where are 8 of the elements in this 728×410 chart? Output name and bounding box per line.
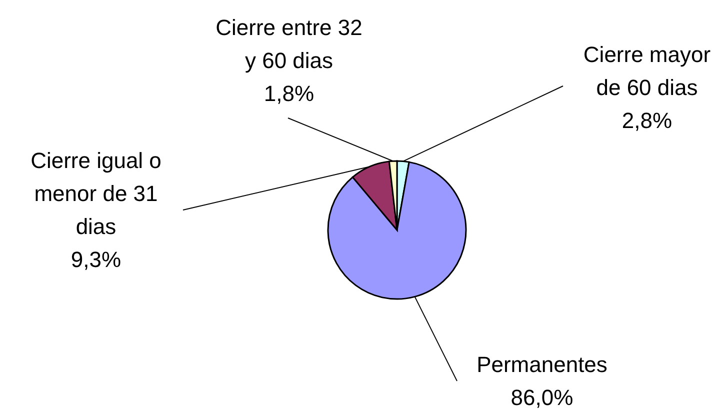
data-label: 86,0% <box>510 385 574 410</box>
data-label: 2,8% <box>622 108 672 133</box>
data-label: 1,8% <box>264 81 314 106</box>
slice-label: Cierre entre 32 y 60 dias <box>216 15 362 73</box>
slice-label: Cierre mayor de 60 dias <box>583 42 711 100</box>
slice-label: Permanentes <box>476 352 608 377</box>
data-label: 9,3% <box>70 247 122 272</box>
slice-label: Cierre igual o menor de 31 dias <box>30 148 162 239</box>
